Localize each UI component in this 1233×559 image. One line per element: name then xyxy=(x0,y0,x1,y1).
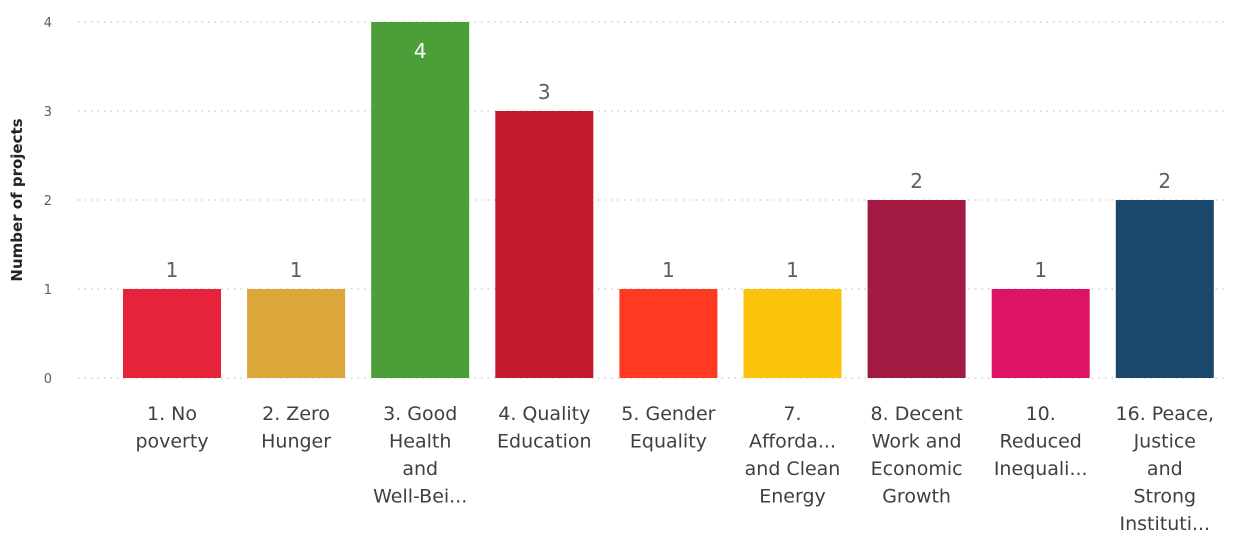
bar xyxy=(247,289,346,378)
x-tick-label-line: Inequali... xyxy=(994,458,1088,480)
x-tick-label-line: Strong xyxy=(1133,486,1196,508)
data-label: 1 xyxy=(1034,258,1047,282)
x-tick-label-line: Reduced xyxy=(1000,431,1082,453)
x-tick-label-line: Well-Bei... xyxy=(373,486,467,508)
y-tick-label: 2 xyxy=(44,194,52,209)
x-tick-label: 16. Peace, Justice and Strong Instituti... xyxy=(1116,403,1215,535)
x-tick-label-line: Growth xyxy=(882,486,951,508)
x-tick-label-line: Work and xyxy=(872,431,962,453)
x-tick-label-line: and xyxy=(402,458,438,480)
bar xyxy=(123,289,221,378)
bar xyxy=(1115,200,1214,378)
x-tick-label: 7. Afforda... and Clean Energy xyxy=(745,403,841,508)
y-tick-label: 1 xyxy=(44,283,52,298)
x-tick-label: 5. Gender Equality xyxy=(621,403,715,453)
x-tick-label-line: Afforda... xyxy=(749,431,836,453)
x-tick-label: 8. Decent Work and Economic Growth xyxy=(871,403,963,508)
x-tick-label-line: 10. xyxy=(1026,403,1056,425)
x-tick-label: 4. Quality Education xyxy=(497,403,592,453)
bar xyxy=(619,289,718,378)
x-tick-label-line: 16. Peace, xyxy=(1116,403,1215,425)
bar xyxy=(867,200,966,378)
x-tick-label-line: Instituti... xyxy=(1119,513,1210,535)
bar xyxy=(371,22,470,378)
x-tick-label: 1. No poverty xyxy=(135,403,208,453)
bars xyxy=(123,22,1214,378)
x-tick-label-line: 1. No xyxy=(147,403,197,425)
x-tick-label: 2. Zero Hunger xyxy=(261,403,331,453)
x-tick-label-line: Hunger xyxy=(261,431,331,453)
x-tick-label-line: 8. Decent xyxy=(871,403,963,425)
bar xyxy=(743,289,842,378)
x-tick-label-line: Economic xyxy=(871,458,963,480)
data-label: 1 xyxy=(166,258,179,282)
data-label: 2 xyxy=(1158,169,1171,193)
x-tick-label-line: 3. Good xyxy=(383,403,457,425)
x-tick-label-line: Energy xyxy=(759,486,826,508)
y-tick-label: 0 xyxy=(44,372,52,387)
y-axis-title: Number of projects xyxy=(8,118,26,281)
x-tick-label-line: and xyxy=(1147,458,1183,480)
x-tick-label-line: and Clean xyxy=(745,458,841,480)
bar xyxy=(495,111,594,378)
x-tick-label-line: 2. Zero xyxy=(262,403,330,425)
data-label: 4 xyxy=(414,39,427,63)
y-axis-ticks: 0 1 2 3 4 xyxy=(44,16,52,387)
x-tick-label-line: 5. Gender xyxy=(621,403,715,425)
bar xyxy=(991,289,1090,378)
data-label: 1 xyxy=(786,258,799,282)
data-label: 1 xyxy=(290,258,303,282)
data-label: 2 xyxy=(910,169,923,193)
x-tick-label-line: Justice xyxy=(1133,431,1196,453)
x-tick-label-line: 4. Quality xyxy=(498,403,590,425)
x-tick-label-line: poverty xyxy=(135,431,208,453)
data-label: 1 xyxy=(662,258,675,282)
x-tick-label-line: 7. xyxy=(783,403,801,425)
x-tick-label: 10. Reduced Inequali... xyxy=(994,403,1088,480)
x-axis-category-labels: 1. No poverty 2. Zero Hunger 3. Good Health an… xyxy=(135,403,1214,535)
y-tick-label: 3 xyxy=(44,105,52,120)
x-tick-label-line: Education xyxy=(497,431,592,453)
x-tick-label-line: Health xyxy=(389,431,451,453)
data-labels: 1 1 4 3 1 1 2 1 2 xyxy=(166,39,1172,282)
x-tick-label-line: Equality xyxy=(630,431,707,453)
data-label: 3 xyxy=(538,80,551,104)
y-tick-label: 4 xyxy=(44,16,52,31)
x-tick-label: 3. Good Health and Well-Bei... xyxy=(373,403,467,508)
